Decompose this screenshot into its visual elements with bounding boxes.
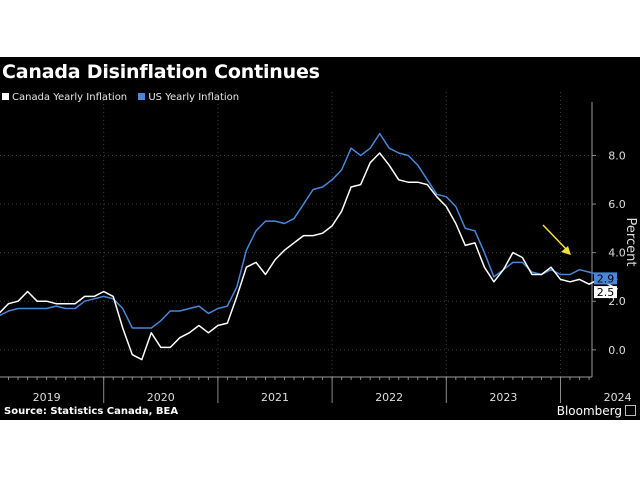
arrow-head <box>561 246 571 255</box>
bloomberg-terminal-icon <box>625 405 636 416</box>
y-axis-label: Percent <box>623 218 638 267</box>
x-tick-label: 2023 <box>489 391 517 404</box>
chart-title: Canada Disinflation Continues <box>2 61 320 83</box>
source-note: Source: Statistics Canada, BEA <box>4 406 179 417</box>
arrow-down-right-icon <box>542 224 571 255</box>
series-line-us <box>0 132 618 329</box>
legend-swatch-canada <box>2 93 9 100</box>
brand-name: Bloomberg <box>556 404 622 418</box>
legend-item-canada: Canada Yearly Inflation <box>2 92 127 103</box>
end-label-us: 2.9 <box>597 272 615 285</box>
y-tick-label: 2.0 <box>608 295 626 308</box>
legend: Canada Yearly Inflation US Yearly Inflat… <box>2 92 247 106</box>
x-tick-label: 2019 <box>33 391 61 404</box>
x-tick-label: 2024 <box>604 391 632 404</box>
grid-lines <box>0 92 592 377</box>
end-labels: 2.52.9 <box>594 272 617 299</box>
arrow-shaft <box>542 224 569 252</box>
y-tick-label: 8.0 <box>608 149 626 162</box>
chart-frame: 0.0 2.0 4.0 6.0 8.0 2019 2020 2021 2022 2023 2024 … <box>0 57 640 420</box>
legend-label-canada: Canada Yearly Inflation <box>12 92 128 103</box>
y-tick-label: 0.0 <box>608 344 626 357</box>
end-label-canada: 2.5 <box>597 286 615 299</box>
legend-label-us: US Yearly Inflation <box>148 92 240 103</box>
legend-item-us: US Yearly Inflation <box>138 92 239 103</box>
y-tick-label: 4.0 <box>608 247 626 260</box>
x-tick-label: 2022 <box>375 391 403 404</box>
end-label-box-canada <box>594 286 617 299</box>
series-line-canada <box>0 152 618 361</box>
x-tick-label: 2020 <box>147 391 175 404</box>
axes: 0.0 2.0 4.0 6.0 8.0 2019 2020 2021 2022 2023 2024 <box>0 102 632 404</box>
legend-swatch-us <box>138 93 146 100</box>
x-tick-label: 2021 <box>261 391 289 404</box>
y-tick-label: 6.0 <box>608 198 626 211</box>
series-lines <box>0 132 618 361</box>
end-label-box-us <box>594 272 617 285</box>
brand-mark: Bloomberg <box>557 404 636 418</box>
